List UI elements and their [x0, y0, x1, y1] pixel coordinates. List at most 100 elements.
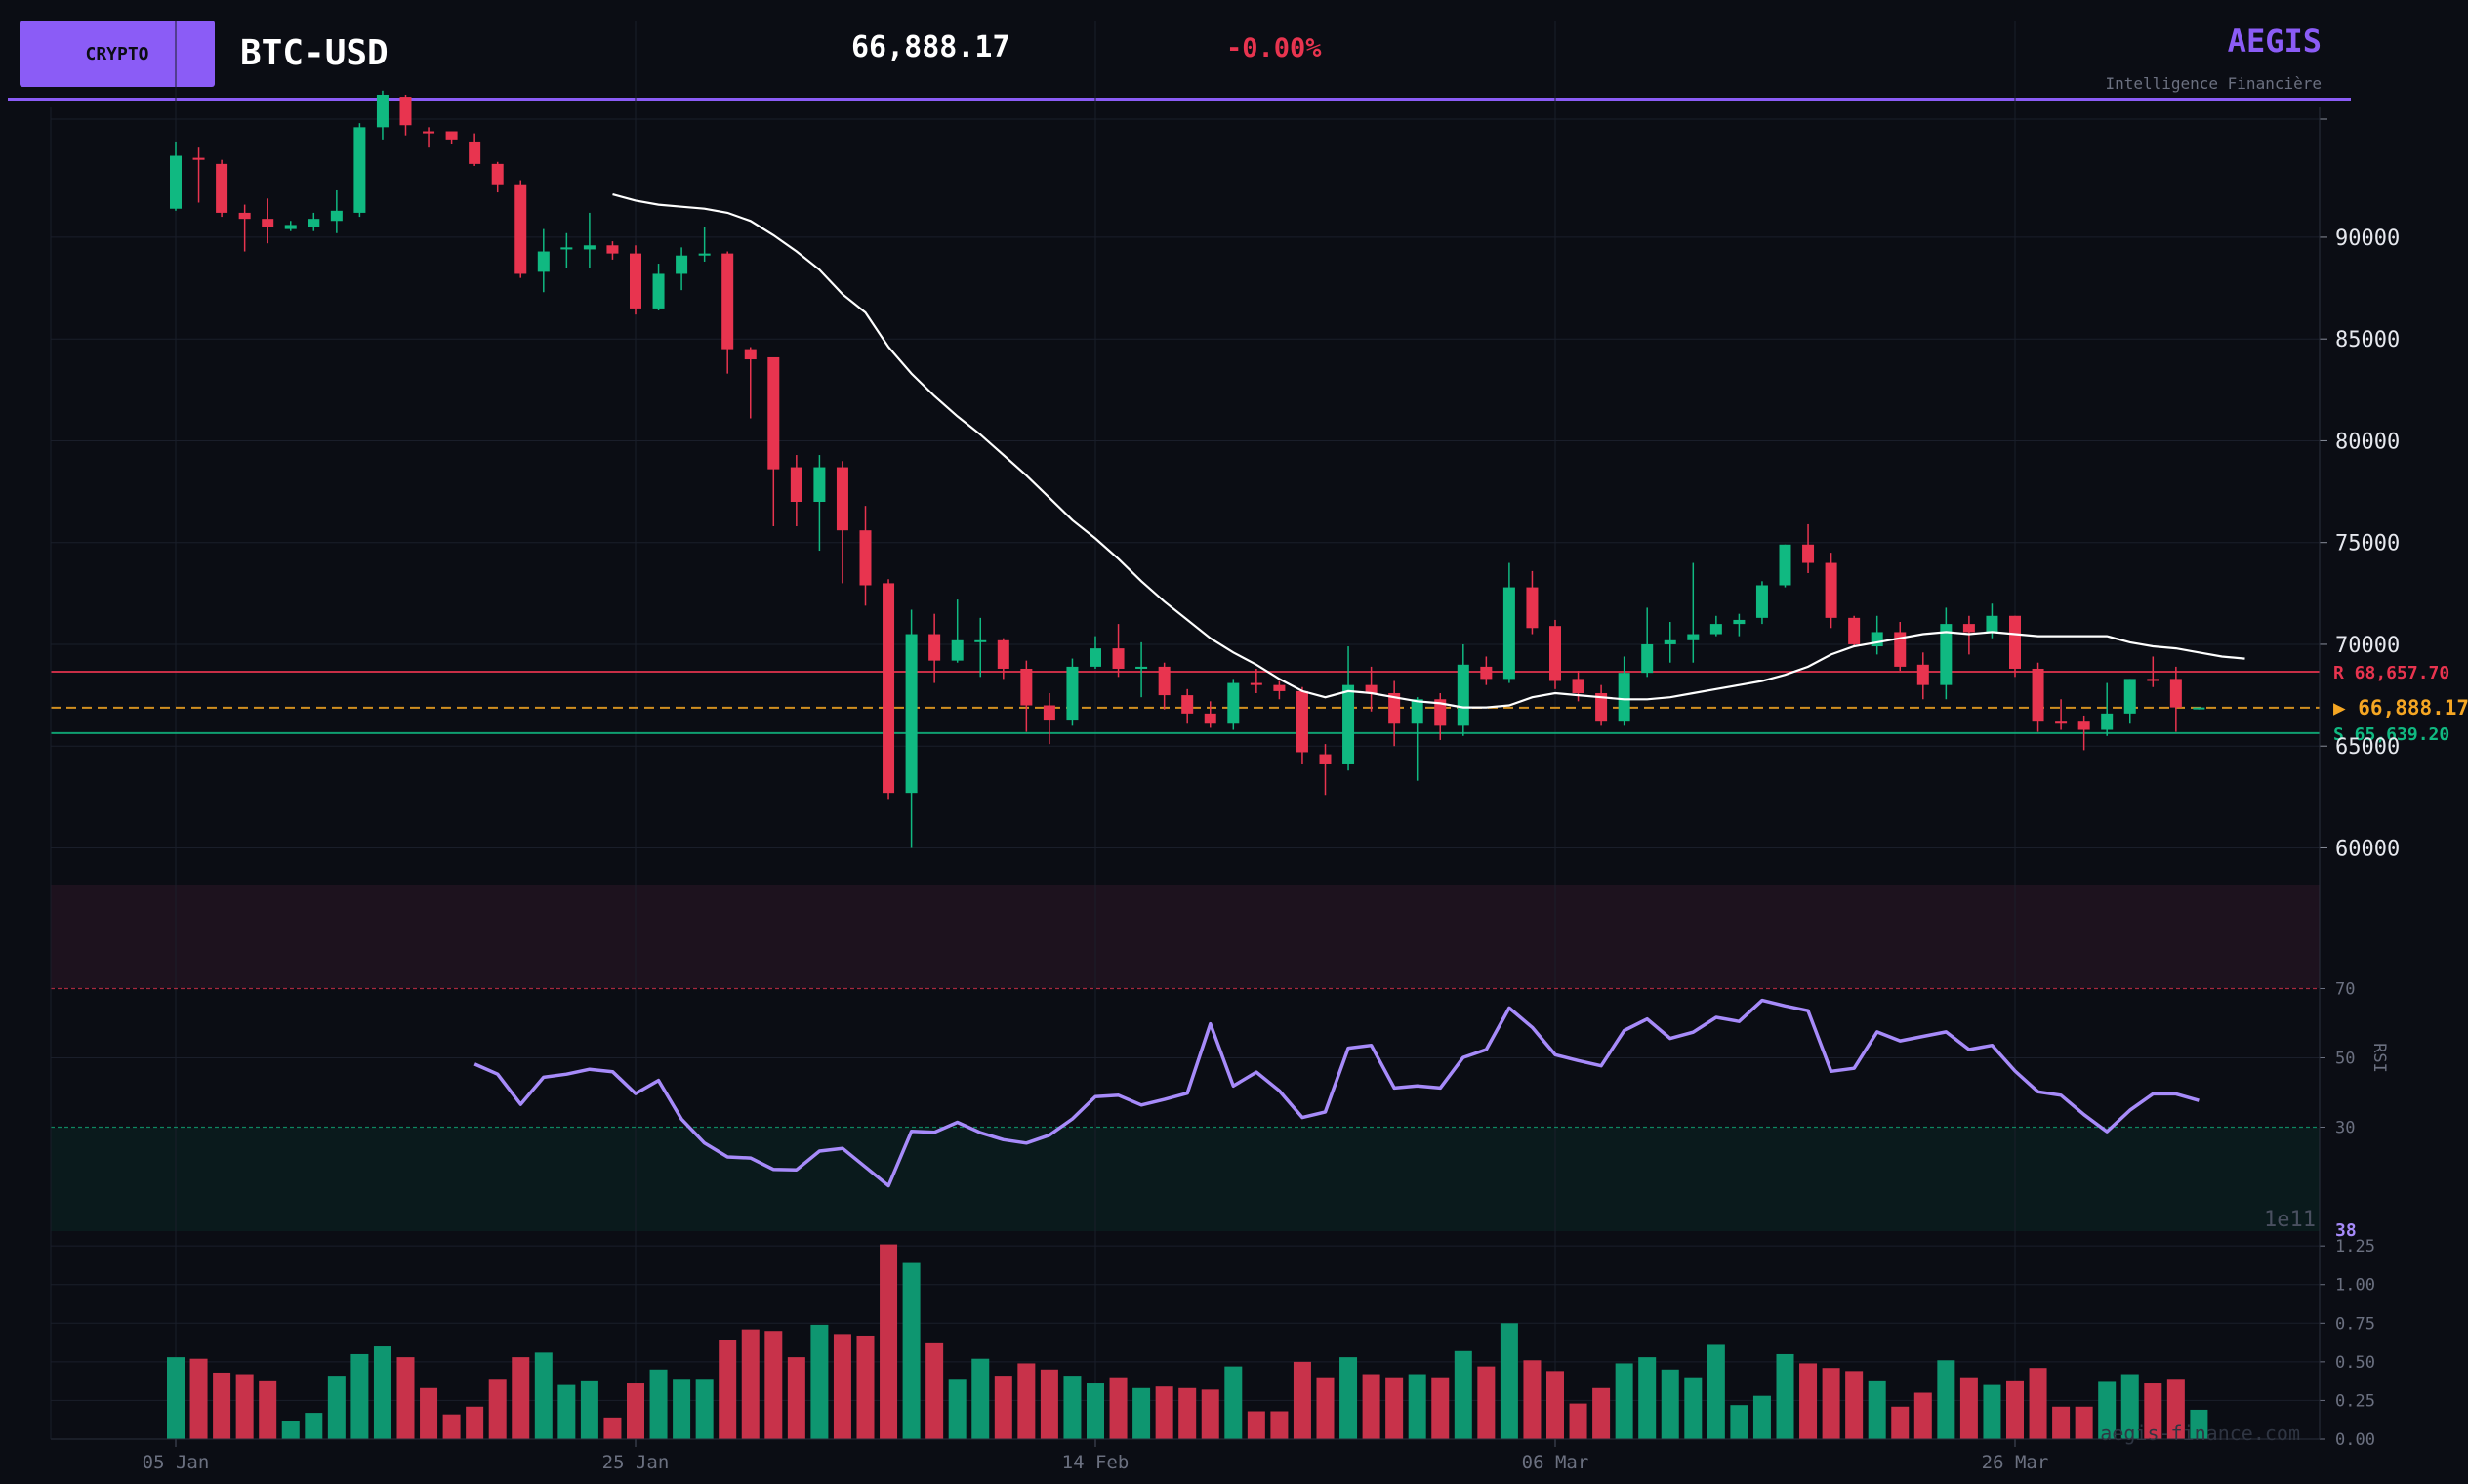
candle-body [1664, 639, 1676, 644]
candle-body [1986, 615, 1998, 633]
volume-bar [649, 1369, 668, 1439]
candle-body [1090, 648, 1101, 667]
candle-body [514, 184, 527, 274]
candle-body [284, 225, 297, 229]
axes: 05 Jan 25 Jan 14 Feb 06 Mar 26 Mar 60000 65000… [50, 107, 2400, 1473]
price-tick-label: 65000 [2335, 735, 2400, 760]
volume-tick-label: 0.75 [2335, 1314, 2375, 1334]
price-levels: R 68,657.70 ▶ 66,888.17 S 65,639.20 [51, 663, 2468, 745]
volume-bar [810, 1324, 829, 1439]
candle-body [928, 634, 941, 661]
candle-body [2009, 615, 2021, 669]
volume-bar [1408, 1374, 1426, 1439]
volume-bar [926, 1342, 944, 1439]
moving-average-line [612, 193, 2245, 709]
rsi-tick-label: 30 [2335, 1119, 2355, 1138]
volume-bar [1477, 1366, 1496, 1439]
candle-body [2123, 679, 2136, 714]
candlestick-series [170, 90, 2205, 848]
candle-body [1894, 632, 1907, 667]
candle-body [1181, 695, 1194, 714]
crypto-badge-label: CRYPTO [85, 44, 148, 64]
volume-bar [1040, 1369, 1058, 1439]
candle-body [2077, 721, 2090, 730]
candle-body [353, 127, 366, 213]
watermark: aegis-finance.com [2100, 1422, 2300, 1445]
volume-panel [167, 1244, 2208, 1439]
candle-body [1043, 705, 1055, 721]
candle-body [308, 219, 320, 227]
candle-body [376, 94, 389, 128]
volume-bar [627, 1383, 644, 1439]
volume-bar [741, 1329, 760, 1439]
volume-bar [1799, 1363, 1818, 1439]
brand-logo: AEGIS [2228, 22, 2322, 60]
volume-bar [787, 1357, 805, 1439]
volume-tick-label: 0.00 [2335, 1430, 2375, 1450]
volume-bar [2006, 1380, 2024, 1439]
volume-bar [1638, 1357, 1657, 1439]
candle-body [170, 155, 182, 209]
candle-body [1755, 585, 1768, 618]
last-price-label: ▶ 66,888.17 [2333, 696, 2468, 720]
volume-bar [2190, 1409, 2208, 1439]
candle-body [606, 245, 619, 254]
volume-bar [1339, 1357, 1358, 1439]
candle-body [1480, 666, 1493, 680]
candle-body [399, 97, 412, 126]
header: CRYPTO BTC-USD 66,888.17 -0.00% AEGIS In… [8, 21, 2351, 101]
volume-bar [235, 1374, 254, 1439]
volume-bar [259, 1380, 277, 1439]
volume-tick-label: 1.25 [2335, 1237, 2375, 1257]
price-tick-label: 85000 [2335, 328, 2400, 352]
crypto-badge[interactable] [20, 21, 215, 87]
candle-body [744, 349, 757, 360]
volume-bar [1201, 1389, 1219, 1439]
volume-bar [1431, 1377, 1450, 1439]
volume-bar [1247, 1411, 1265, 1439]
volume-bar [396, 1357, 415, 1439]
candle-body [974, 639, 987, 642]
candle-body [2055, 721, 2068, 724]
candle-body [1020, 668, 1033, 706]
x-tick-label: 14 Feb [1062, 1452, 1130, 1473]
candle-body [652, 273, 665, 309]
volume-bar [2052, 1406, 2071, 1439]
volume-bar [305, 1413, 323, 1439]
candle-body [2032, 668, 2044, 722]
volume-bar [948, 1379, 967, 1439]
volume-tick-label: 0.25 [2335, 1391, 2375, 1411]
candle-body [1273, 684, 1286, 691]
candle-body [583, 245, 596, 250]
candle-body [1572, 679, 1584, 693]
volume-bar [466, 1406, 484, 1439]
candle-body [1112, 648, 1125, 669]
volume-bar [534, 1352, 553, 1439]
volume-bar [833, 1334, 851, 1439]
volume-bar [1362, 1374, 1380, 1439]
candle-body [537, 251, 550, 272]
price-tick-label: 90000 [2335, 227, 2400, 251]
symbol-title: BTC-USD [240, 33, 389, 73]
volume-bar [1087, 1383, 1104, 1439]
candle-body [1434, 699, 1447, 726]
candle-body [1319, 754, 1332, 764]
volume-bar [420, 1387, 438, 1439]
volume-tick-label: 1.00 [2335, 1276, 2375, 1296]
volume-bar [327, 1376, 346, 1439]
volume-bar [1684, 1377, 1703, 1439]
volume-bar [603, 1417, 622, 1439]
volume-bar [1316, 1377, 1335, 1439]
volume-bar [512, 1357, 530, 1439]
candle-body [1526, 587, 1539, 629]
volume-bar [1615, 1363, 1633, 1439]
volume-bar [2029, 1368, 2047, 1439]
resistance-label: R 68,657.70 [2333, 663, 2449, 683]
rsi-tick-label: 50 [2335, 1050, 2355, 1069]
candle-body [1962, 624, 1975, 633]
volume-bar [1017, 1363, 1036, 1439]
volume-bar [213, 1372, 231, 1439]
rsi-current-label: 38 [2335, 1220, 2357, 1241]
